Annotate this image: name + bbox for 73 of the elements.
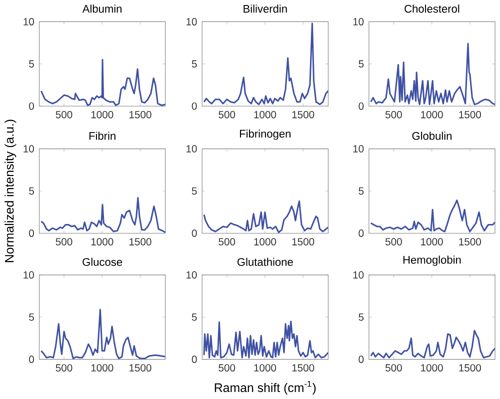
chart-title: Fibrinogen bbox=[240, 129, 291, 140]
y-tick-label: 10 bbox=[353, 18, 364, 26]
y-tick-label: 5 bbox=[192, 187, 197, 195]
y-tick-label: 0 bbox=[358, 356, 364, 363]
y-tick-label: 10 bbox=[186, 271, 197, 279]
chart-title: Biliverdin bbox=[244, 4, 287, 13]
x-tick-label: 1500 bbox=[129, 364, 152, 372]
y-tick-label: 5 bbox=[29, 187, 34, 195]
y-tick-label: 0 bbox=[29, 356, 34, 363]
x-tick-label: 1500 bbox=[292, 110, 314, 118]
line-series bbox=[40, 196, 166, 234]
x-tick-label: 1000 bbox=[254, 110, 276, 118]
y-tick-label: 5 bbox=[29, 60, 34, 68]
y-tick-label: 10 bbox=[353, 271, 364, 279]
x-tick-label: 1000 bbox=[421, 364, 443, 372]
chart-title: Albumin bbox=[82, 4, 122, 13]
x-tick-label: 1500 bbox=[129, 238, 152, 246]
line-series bbox=[40, 308, 166, 360]
y-tick-label: 5 bbox=[192, 313, 197, 321]
x-tick-label: 500 bbox=[385, 110, 402, 118]
x-tick-label: 500 bbox=[218, 364, 236, 372]
x-tick-label: 500 bbox=[56, 110, 72, 118]
y-tick-label: 0 bbox=[29, 229, 34, 237]
line-series bbox=[40, 58, 166, 106]
x-tick-label: 500 bbox=[218, 110, 236, 118]
x-tick-label: 1000 bbox=[254, 364, 276, 372]
x-tick-label: 1500 bbox=[459, 110, 481, 118]
x-tick-label: 1500 bbox=[129, 110, 152, 118]
y-tick-label: 10 bbox=[24, 271, 34, 279]
x-tick-label: 500 bbox=[56, 364, 72, 372]
x-tick-label: 1000 bbox=[254, 238, 276, 246]
line-series bbox=[203, 200, 328, 234]
x-tick-label: 500 bbox=[385, 364, 402, 372]
x-tick-label: 1000 bbox=[421, 238, 443, 246]
x-tick-label: 1000 bbox=[91, 238, 114, 246]
y-tick-label: 0 bbox=[192, 229, 197, 237]
x-tick-label: 1500 bbox=[292, 238, 314, 246]
x-tick-label: 1500 bbox=[459, 364, 481, 372]
y-tick-label: 0 bbox=[358, 229, 364, 237]
y-tick-label: 0 bbox=[358, 102, 364, 110]
y-tick-label: 5 bbox=[192, 60, 197, 68]
chart-title: Fibrin bbox=[89, 132, 116, 140]
y-axis-title: Normalized intensity (a.u.) bbox=[4, 120, 16, 262]
line-series bbox=[370, 199, 496, 232]
x-tick-label: 500 bbox=[56, 238, 72, 246]
x-tick-label: 1000 bbox=[91, 110, 114, 118]
x-tick-label: 500 bbox=[218, 238, 236, 246]
x-tick-label: 1500 bbox=[292, 364, 314, 372]
y-tick-label: 10 bbox=[186, 18, 197, 26]
x-tick-label: 1000 bbox=[91, 364, 114, 372]
chart-title: Cholesterol bbox=[404, 4, 460, 13]
chart-title: Glucose bbox=[82, 258, 122, 266]
y-tick-label: 10 bbox=[186, 145, 197, 152]
x-tick-label: 500 bbox=[385, 238, 402, 246]
y-tick-label: 10 bbox=[24, 145, 34, 152]
y-tick-label: 5 bbox=[29, 313, 34, 321]
line-series bbox=[370, 42, 496, 106]
x-tick-label: 1000 bbox=[421, 110, 443, 118]
x-tick-label: 1500 bbox=[459, 238, 481, 246]
y-tick-label: 5 bbox=[358, 187, 364, 195]
y-tick-label: 10 bbox=[24, 18, 34, 26]
chart-title: Hemoglobin bbox=[403, 256, 461, 266]
line-series bbox=[203, 22, 328, 106]
chart-title: Globulin bbox=[412, 132, 452, 140]
y-tick-label: 5 bbox=[358, 60, 364, 68]
y-tick-label: 0 bbox=[192, 102, 197, 110]
y-tick-label: 0 bbox=[29, 102, 34, 110]
chart-title: Glutathione bbox=[238, 258, 293, 266]
line-series bbox=[203, 320, 328, 358]
y-tick-label: 5 bbox=[358, 313, 364, 321]
y-tick-label: 0 bbox=[192, 356, 197, 363]
y-tick-label: 10 bbox=[353, 145, 364, 152]
x-axis-title: Raman shift (cm$^{-1}$) bbox=[214, 380, 316, 394]
